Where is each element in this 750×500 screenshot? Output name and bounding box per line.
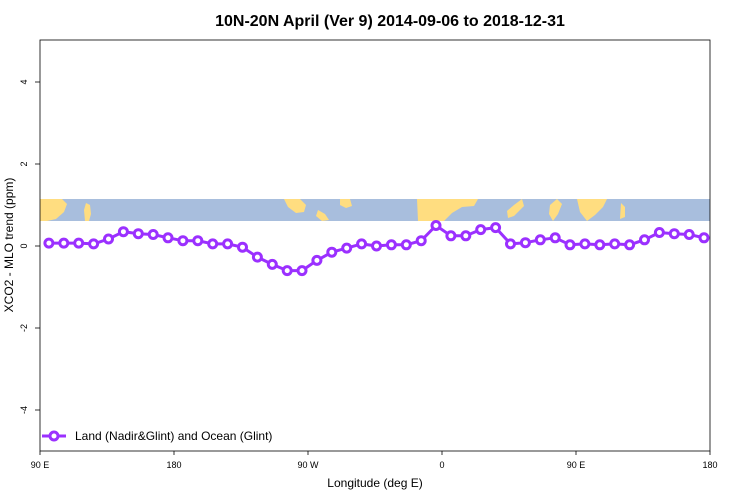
data-point bbox=[192, 235, 204, 247]
land-shape-0 bbox=[40, 199, 67, 221]
data-point bbox=[460, 230, 472, 242]
x-tick-label: 180 bbox=[166, 460, 181, 470]
legend: Land (Nadir&Glint) and Ocean (Glint) bbox=[42, 429, 272, 443]
data-point bbox=[237, 241, 248, 253]
y-tick-label: -4 bbox=[19, 406, 29, 414]
land-shape-8 bbox=[577, 199, 607, 221]
data-point bbox=[311, 254, 323, 266]
data-point bbox=[341, 242, 353, 254]
land-shape-6 bbox=[507, 199, 524, 218]
data-point bbox=[609, 238, 621, 250]
data-point bbox=[505, 238, 516, 250]
map-strip-ocean bbox=[40, 199, 710, 221]
data-point bbox=[385, 239, 397, 251]
data-point bbox=[147, 229, 159, 240]
data-point bbox=[296, 265, 308, 277]
data-point bbox=[698, 232, 710, 244]
y-axis-label: XCO2 - MLO trend (ppm) bbox=[2, 178, 16, 313]
data-point bbox=[490, 222, 502, 234]
y-tick-label: 4 bbox=[19, 79, 29, 84]
data-point bbox=[445, 230, 457, 242]
data-point bbox=[430, 220, 442, 231]
data-point bbox=[653, 227, 665, 238]
data-point bbox=[549, 232, 561, 244]
x-axis: 90 E 180 90 W 0 90 E 180 bbox=[31, 451, 718, 470]
map-strip-land bbox=[40, 199, 625, 221]
data-point bbox=[668, 228, 680, 240]
y-axis: -4 -2 0 2 4 bbox=[19, 79, 40, 414]
data-point bbox=[371, 240, 382, 252]
land-shape-5 bbox=[417, 199, 478, 221]
land-shape-2 bbox=[284, 199, 306, 213]
data-point bbox=[43, 237, 55, 249]
data-point bbox=[58, 237, 70, 249]
land-shape-7 bbox=[549, 199, 562, 221]
x-tick-label: 90 W bbox=[297, 460, 319, 470]
legend-label: Land (Nadir&Glint) and Ocean (Glint) bbox=[75, 429, 272, 443]
data-point bbox=[162, 232, 174, 244]
data-point bbox=[519, 237, 531, 249]
land-shape-3 bbox=[316, 210, 329, 221]
y-tick-label: 0 bbox=[19, 243, 29, 248]
data-point bbox=[281, 265, 293, 277]
data-point bbox=[356, 238, 368, 250]
data-point bbox=[624, 239, 636, 251]
data-point bbox=[594, 239, 606, 251]
legend-marker-swatch bbox=[48, 430, 60, 442]
data-point bbox=[73, 237, 85, 249]
x-tick-label: 90 E bbox=[567, 460, 586, 470]
data-point bbox=[266, 258, 278, 270]
data-point bbox=[207, 238, 219, 250]
series-layer bbox=[43, 220, 710, 277]
y-tick-label: -2 bbox=[19, 324, 29, 332]
data-point bbox=[564, 239, 576, 251]
data-point bbox=[534, 234, 546, 246]
x-axis-label: Longitude (deg E) bbox=[327, 476, 422, 490]
x-tick-label: 90 E bbox=[31, 460, 50, 470]
land-shape-9 bbox=[620, 203, 625, 219]
data-point bbox=[475, 224, 487, 236]
chart-title: 10N-20N April (Ver 9) 2014-09-06 to 2018… bbox=[215, 13, 565, 30]
y-tick-label: 2 bbox=[19, 161, 29, 166]
data-point bbox=[415, 235, 427, 247]
data-point bbox=[400, 239, 412, 251]
data-point bbox=[579, 238, 591, 250]
data-point bbox=[117, 226, 129, 238]
data-point bbox=[132, 228, 144, 240]
data-point bbox=[251, 251, 263, 263]
land-shape-1 bbox=[84, 203, 91, 221]
data-point bbox=[683, 229, 695, 240]
data-point bbox=[326, 246, 338, 258]
data-point bbox=[88, 238, 100, 250]
data-point bbox=[639, 234, 650, 246]
x-tick-label: 0 bbox=[439, 460, 444, 470]
map-strip bbox=[40, 199, 710, 221]
data-point bbox=[103, 233, 114, 245]
plot-frame bbox=[39, 39, 711, 452]
data-point bbox=[177, 235, 189, 247]
x-tick-label: 180 bbox=[702, 460, 717, 470]
land-shape-4 bbox=[340, 199, 352, 208]
data-point bbox=[222, 238, 234, 250]
